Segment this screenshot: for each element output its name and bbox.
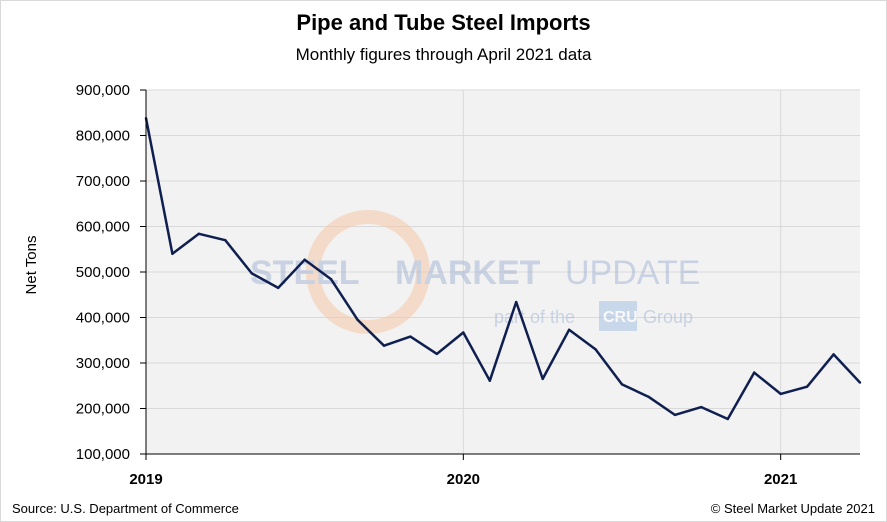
y-tick-label: 400,000 xyxy=(76,310,130,327)
y-tick-label: 700,000 xyxy=(76,173,130,190)
x-axis-ticks: 2019 2020 2021 xyxy=(129,454,797,488)
data-point xyxy=(647,395,650,398)
x-tick-label: 2020 xyxy=(447,471,480,488)
data-point xyxy=(303,258,306,261)
data-point xyxy=(197,232,201,235)
x-tick-label: 2019 xyxy=(129,471,162,488)
data-point xyxy=(779,392,782,396)
copyright-note: © Steel Market Update 2021 xyxy=(710,501,875,516)
watermark-tagline-suffix: Group xyxy=(643,307,693,327)
data-point xyxy=(488,379,491,382)
y-tick-label: 600,000 xyxy=(76,219,130,236)
watermark: STEEL MARKET UPDATE part of the CRU Grou… xyxy=(250,210,700,334)
chart-title: Pipe and Tube Steel Imports xyxy=(296,10,591,35)
x-tick-label: 2021 xyxy=(764,471,797,488)
data-point xyxy=(567,328,571,331)
data-point xyxy=(753,371,756,374)
watermark-ring-icon xyxy=(306,210,430,334)
y-axis-title: Net Tons xyxy=(23,236,40,295)
data-point xyxy=(726,417,729,421)
data-point xyxy=(171,252,174,255)
data-point xyxy=(858,381,862,384)
y-tick-label: 500,000 xyxy=(76,264,130,281)
watermark-cru-box xyxy=(599,301,637,331)
data-point xyxy=(673,413,677,417)
y-tick-label: 300,000 xyxy=(76,355,130,372)
data-point xyxy=(356,318,359,321)
data-point xyxy=(594,348,597,351)
chart-subtitle: Monthly figures through April 2021 data xyxy=(295,45,592,64)
data-point xyxy=(435,352,439,356)
data-point xyxy=(805,385,809,388)
data-point xyxy=(382,344,386,347)
data-point xyxy=(224,238,227,242)
grid-lines xyxy=(146,89,860,454)
watermark-cru-logo: CRU xyxy=(603,309,638,326)
data-point xyxy=(462,331,465,334)
source-note: Source: U.S. Department of Commerce xyxy=(12,501,239,516)
y-tick-label: 100,000 xyxy=(76,446,130,463)
data-point xyxy=(329,278,333,281)
data-point xyxy=(541,377,544,381)
y-tick-label: 900,000 xyxy=(76,82,130,99)
data-point xyxy=(700,405,703,409)
y-axis-ticks: 100,000 200,000 300,000 400,000 500,000 600,0… xyxy=(76,82,146,463)
series-line xyxy=(144,117,861,421)
y-tick-label: 800,000 xyxy=(76,128,130,145)
data-point xyxy=(277,286,280,290)
data-point xyxy=(409,335,412,338)
data-point xyxy=(250,272,253,275)
watermark-tagline-prefix: part of the xyxy=(494,307,575,327)
y-tick-label: 200,000 xyxy=(76,401,130,418)
watermark-market: MARKET xyxy=(395,254,541,292)
watermark-update: UPDATE xyxy=(565,254,700,292)
data-point xyxy=(515,300,518,304)
data-point xyxy=(620,383,624,386)
data-point xyxy=(832,353,835,356)
